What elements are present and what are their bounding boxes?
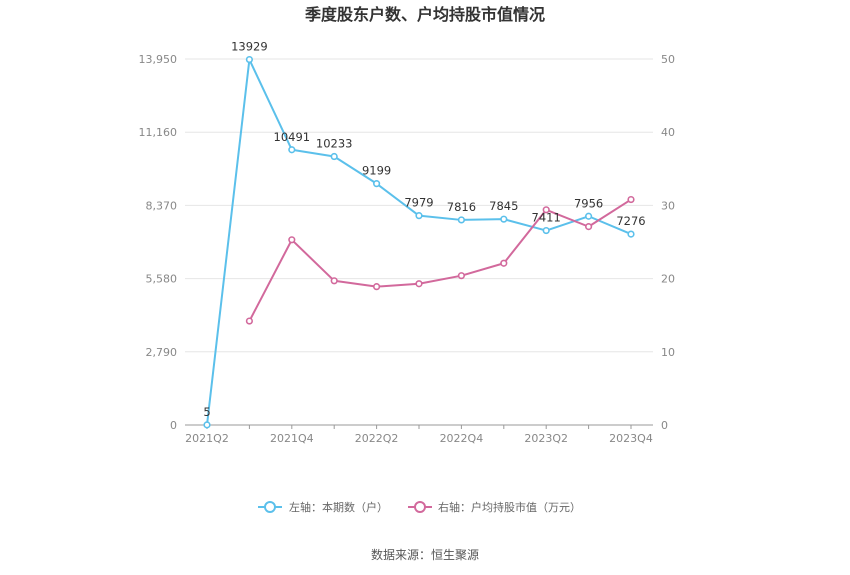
x-tick-label: 2023Q4 xyxy=(609,432,653,445)
data-label: 7845 xyxy=(489,199,518,213)
data-point-left xyxy=(542,226,550,235)
x-tick-label: 2021Q2 xyxy=(185,432,229,445)
data-point-right xyxy=(457,272,466,280)
series-layer xyxy=(203,55,635,429)
data-label: 7956 xyxy=(574,196,603,210)
x-tick-label: 2023Q2 xyxy=(524,432,568,445)
series-line-left xyxy=(206,58,632,425)
data-point-left xyxy=(245,55,253,64)
x-tick-label: 2021Q4 xyxy=(270,432,314,445)
left-tick-label: 13,950 xyxy=(139,53,178,66)
grid xyxy=(185,58,653,353)
data-point-left xyxy=(373,180,381,188)
left-axis-ticks: 0 2,790 5,580 8,370 11,160 13,950 xyxy=(139,53,178,432)
series-line-right xyxy=(248,198,632,322)
x-tick-label: 2022Q2 xyxy=(355,432,399,445)
data-label: 10233 xyxy=(316,137,353,151)
left-tick-label: 5,580 xyxy=(146,273,178,286)
right-axis-ticks: 0 10 20 30 40 50 xyxy=(661,53,675,432)
data-point-right xyxy=(288,236,296,244)
right-tick-label: 20 xyxy=(661,273,675,286)
data-point-left xyxy=(415,212,423,220)
data-label: 7276 xyxy=(616,214,645,228)
left-tick-label: 2,790 xyxy=(146,346,178,359)
data-point-right xyxy=(500,259,508,267)
data-point-left xyxy=(288,146,296,154)
data-point-left xyxy=(203,421,211,429)
data-point-right xyxy=(584,223,593,231)
left-tick-label: 0 xyxy=(170,419,177,432)
right-tick-label: 10 xyxy=(661,346,675,359)
legend-right-label: 右轴：户均持股市值（万元） xyxy=(438,500,581,514)
left-tick-label: 11,160 xyxy=(139,126,178,139)
legend-left-marker xyxy=(264,501,276,513)
data-label: 7411 xyxy=(532,211,561,225)
source-note: 数据来源：恒生聚源 xyxy=(371,547,479,562)
legend-left-label: 左轴：本期数（户） xyxy=(289,500,388,514)
data-point-left xyxy=(500,215,508,223)
data-point-right xyxy=(542,206,550,214)
right-tick-label: 40 xyxy=(661,126,675,139)
right-tick-label: 30 xyxy=(661,199,675,212)
right-tick-label: 0 xyxy=(661,419,668,432)
data-label: 5 xyxy=(203,405,210,419)
x-tick-label: 2022Q4 xyxy=(440,432,484,445)
data-labels: 5 13929 10491 10233 9199 7979 7816 7845 7411 7956… xyxy=(203,40,645,419)
data-point-left xyxy=(330,152,338,161)
data-point-right xyxy=(330,277,338,285)
x-axis: 2021Q2 2021Q4 2022Q2 2022Q4 2023Q2 2023Q4 xyxy=(185,424,653,445)
left-tick-label: 8,370 xyxy=(146,199,178,212)
legend-right-marker xyxy=(414,501,426,513)
chart-title: 季度股东户数、户均持股市值情况 xyxy=(304,5,545,24)
legend-item-right[interactable]: 右轴：户均持股市值（万元） xyxy=(408,500,581,514)
legend-item-left[interactable]: 左轴：本期数（户） xyxy=(258,500,388,514)
right-tick-label: 50 xyxy=(661,53,675,66)
data-label: 10491 xyxy=(274,130,311,144)
legend[interactable]: 左轴：本期数（户） 右轴：户均持股市值（万元） xyxy=(258,500,581,514)
data-label: 13929 xyxy=(231,40,268,54)
data-label: 7816 xyxy=(447,200,476,214)
data-point-left xyxy=(627,230,635,238)
data-label: 9199 xyxy=(362,164,391,178)
data-point-right xyxy=(245,317,253,325)
data-point-right xyxy=(415,280,423,288)
data-label: 7979 xyxy=(404,196,433,210)
data-point-left xyxy=(584,212,593,220)
data-point-right xyxy=(373,283,381,291)
data-point-left xyxy=(457,216,466,224)
data-point-right xyxy=(627,195,635,204)
